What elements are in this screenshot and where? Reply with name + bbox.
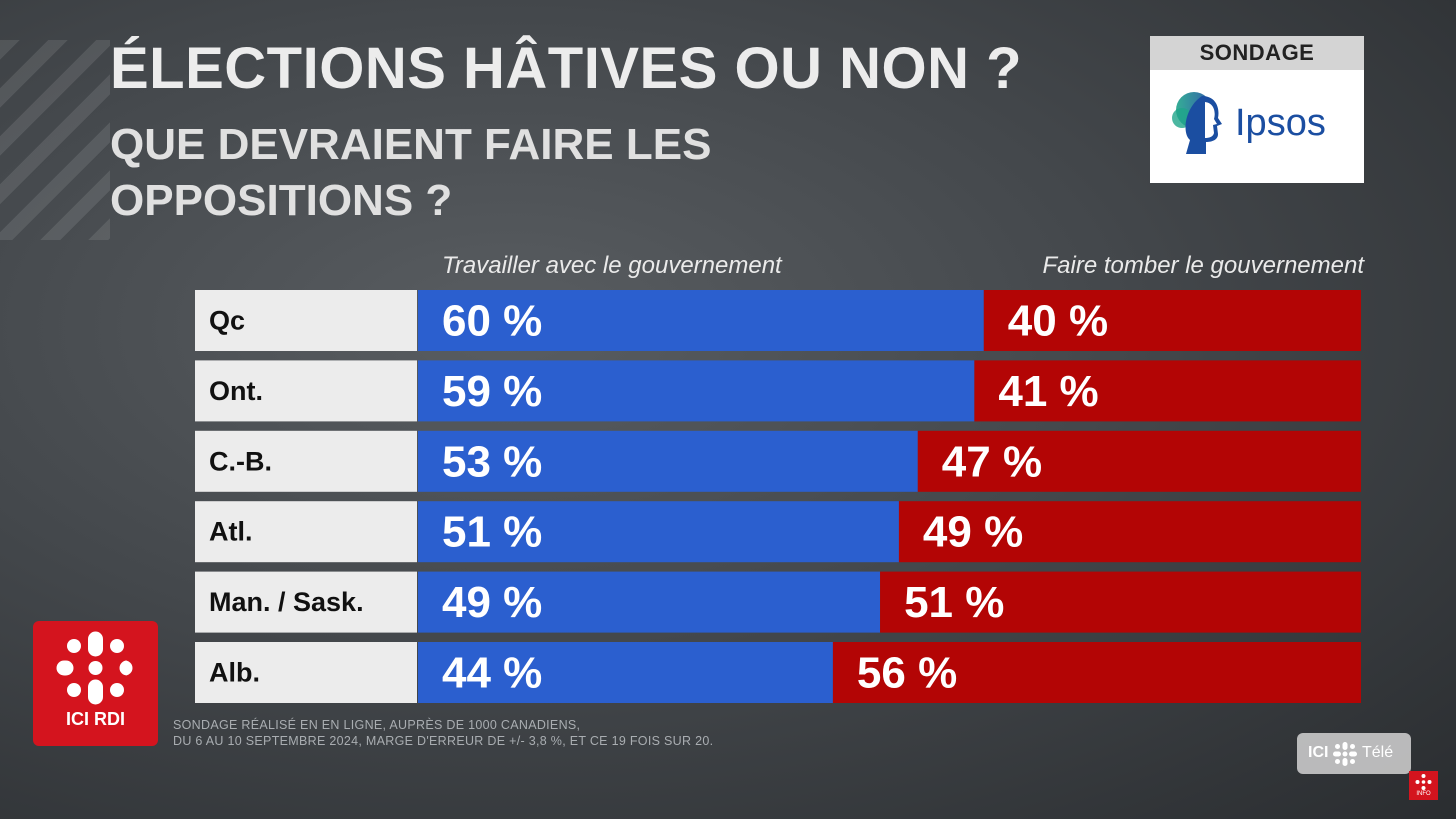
bug-ici-text: ICI xyxy=(1308,744,1329,761)
bar-faire-tomber xyxy=(917,430,1361,492)
bar-travailler xyxy=(418,430,918,492)
bar-travailler xyxy=(418,571,881,633)
ipsos-logo-icon xyxy=(1172,92,1222,154)
category-label-box xyxy=(195,430,417,492)
legend-series-2: Faire tomber le gouvernement xyxy=(1042,252,1365,279)
category-label: Alb. xyxy=(209,658,260,688)
category-label: Man. / Sask. xyxy=(209,587,364,617)
category-label: Qc xyxy=(209,306,245,336)
gem-icon xyxy=(1415,774,1432,790)
bar-travailler xyxy=(418,290,984,351)
info-badge: INFO xyxy=(1409,771,1438,800)
data-label: 51 % xyxy=(904,578,1004,627)
pollster-name: Ipsos xyxy=(1235,102,1326,144)
chart-subtitle: QUE DEVRAIENT FAIRE LES OPPOSITIONS ? xyxy=(110,120,712,225)
bar-faire-tomber xyxy=(832,642,1361,703)
radio-canada-gem-icon xyxy=(56,631,133,705)
data-label: 59 % xyxy=(442,367,542,416)
gem-icon xyxy=(1333,742,1357,766)
data-label: 49 % xyxy=(442,578,542,627)
data-label: 47 % xyxy=(942,437,1042,486)
bar-faire-tomber xyxy=(983,290,1361,351)
category-label-box xyxy=(195,290,417,351)
bar-faire-tomber xyxy=(898,501,1361,563)
bar-faire-tomber xyxy=(974,360,1361,422)
bar-travailler xyxy=(418,501,899,563)
sondage-label: SONDAGE xyxy=(1150,36,1364,70)
category-label: C.-B. xyxy=(209,446,272,476)
category-label-box xyxy=(195,501,417,563)
bar-travailler xyxy=(418,642,833,703)
footnote-line-1: Sondage réalisé en en ligne, auprès de 1… xyxy=(173,718,581,732)
footnote: Sondage réalisé en en ligne, auprès de 1… xyxy=(173,717,713,749)
decorative-stripes xyxy=(0,40,110,240)
category-label-box xyxy=(195,360,417,422)
info-badge-text: INFO xyxy=(1416,791,1431,797)
pollster-box: SONDAGE Ipsos xyxy=(1150,36,1364,183)
ici-tele-bug: ICI Télé xyxy=(1297,733,1411,774)
data-label: 41 % xyxy=(998,367,1098,416)
data-label: 60 % xyxy=(442,297,542,346)
data-label: 53 % xyxy=(442,437,542,486)
ici-rdi-logo: ICI RDI xyxy=(33,621,158,746)
bar-travailler xyxy=(418,360,975,422)
bar-faire-tomber xyxy=(880,571,1361,633)
category-label-box xyxy=(195,571,417,633)
category-label-box xyxy=(195,642,417,703)
footnote-line-2: du 6 au 10 septembre 2024, marge d'erreu… xyxy=(173,734,714,748)
data-label: 56 % xyxy=(857,649,957,698)
data-label: 51 % xyxy=(442,508,542,557)
data-label: 40 % xyxy=(1008,297,1108,346)
legend-series-1: Travailler avec le gouvernement xyxy=(442,252,782,279)
data-label: 44 % xyxy=(442,649,542,698)
data-label: 49 % xyxy=(923,508,1023,557)
chart-title: ÉLECTIONS HÂTIVES OU NON ? xyxy=(110,36,1023,101)
category-label: Ont. xyxy=(209,376,263,406)
bug-tele-text: Télé xyxy=(1362,744,1394,761)
category-label: Atl. xyxy=(209,517,253,547)
network-name: ICI RDI xyxy=(65,709,125,729)
